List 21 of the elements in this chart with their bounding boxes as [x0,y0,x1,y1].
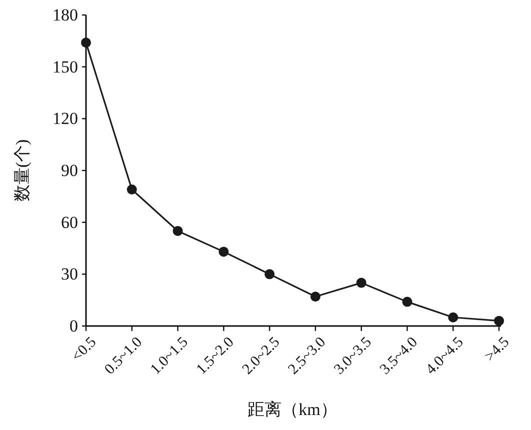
point [310,292,320,302]
y-tick-label: 180 [52,6,78,24]
y-tick-label: 90 [61,161,78,180]
point [81,38,91,48]
point [402,296,412,307]
x-tick-label: >4.5 [482,334,513,365]
point [218,246,229,257]
y-tick-label: 120 [52,109,78,128]
y-axis-title: 数量(个) [12,139,32,202]
x-axis-title: 距离（km） [248,400,338,419]
point [172,226,183,236]
x-tick-label: <0.5 [69,334,100,365]
point [126,184,137,195]
point [494,316,504,326]
point [264,269,275,280]
y-tick-label: 0 [70,316,78,336]
y-tick-label: 150 [52,57,78,76]
point [356,278,366,288]
point [448,312,458,322]
y-tick-label: 30 [61,264,78,284]
y-tick-label: 60 [61,212,78,232]
